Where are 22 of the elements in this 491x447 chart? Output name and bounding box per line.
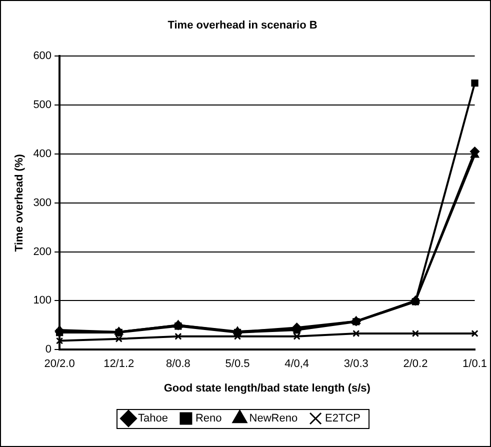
- legend-label: NewReno: [249, 412, 298, 425]
- x-tick-label: 8/0.8: [166, 358, 190, 370]
- x-tick-label: 4/0,4: [284, 358, 310, 370]
- y-tick-label: 100: [33, 294, 52, 307]
- y-tick-label: 300: [33, 196, 52, 209]
- x-tick-label: 20/2.0: [44, 358, 75, 370]
- legend-label: Tahoe: [138, 412, 168, 425]
- x-tick-label: 5/0.5: [225, 358, 250, 370]
- y-tick-label: 600: [33, 50, 52, 62]
- legend-label: Reno: [195, 412, 222, 425]
- chart-title: Time overhead in scenario B: [168, 20, 318, 32]
- y-tick-label: 400: [33, 148, 52, 160]
- y-axis-title: Time overhead (%): [14, 154, 26, 252]
- legend-label: E2TCP: [325, 412, 361, 425]
- y-tick-label: 0: [45, 344, 52, 356]
- y-tick-label: 200: [33, 246, 52, 258]
- x-axis-title: Good state length/bad state length (s/s): [164, 382, 371, 394]
- x-tick-label: 12/1.2: [104, 358, 134, 370]
- y-tick-label: 500: [33, 99, 52, 112]
- x-tick-label: 3/0.3: [344, 358, 368, 370]
- x-tick-label: 1/0.1: [462, 358, 487, 370]
- x-tick-label: 2/0.2: [403, 358, 428, 370]
